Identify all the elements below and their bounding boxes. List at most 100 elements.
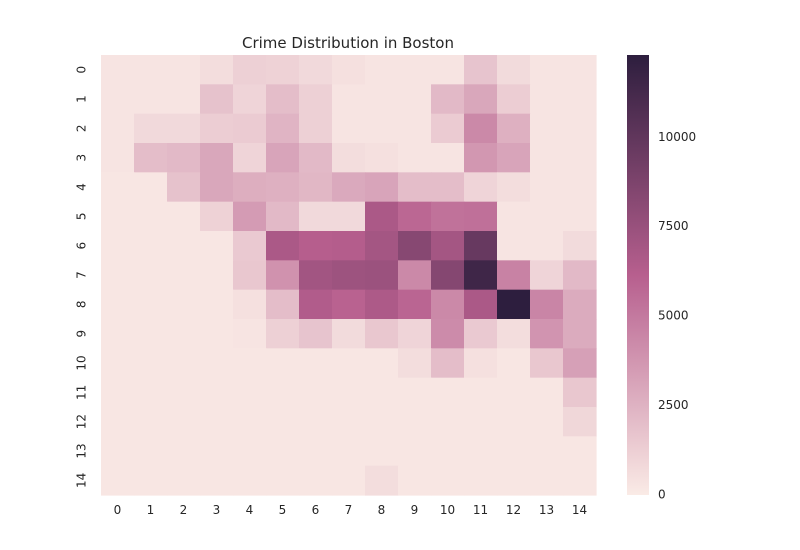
- heatmap-cell-r1-c9: [398, 84, 432, 115]
- heatmap-cell-r3-c13: [530, 143, 564, 173]
- heatmap-cell-r2-c7: [332, 113, 366, 144]
- heatmap-cell-r3-c1: [134, 143, 168, 173]
- colorbar-tick-label: 5000: [658, 309, 689, 323]
- heatmap-cell-r4-c3: [200, 172, 234, 203]
- heatmap-cell-r9-c6: [299, 319, 333, 349]
- x-tick-label: 9: [411, 503, 419, 517]
- y-tick-label: 10: [75, 355, 89, 370]
- heatmap-cell-r6-c12: [497, 231, 531, 261]
- heatmap-cell-r2-c2: [167, 113, 201, 144]
- heatmap-cell-r1-c2: [167, 84, 201, 115]
- heatmap-cell-r11-c12: [497, 377, 531, 408]
- heatmap-cell-r2-c6: [299, 113, 333, 144]
- heatmap-cell-r13-c11: [464, 436, 498, 467]
- colorbar: [627, 55, 649, 495]
- heatmap-cell-r11-c14: [563, 377, 597, 408]
- heatmap-cell-r3-c12: [497, 143, 531, 173]
- colorbar-tick-label: 7500: [658, 219, 689, 233]
- heatmap-cell-r12-c12: [497, 407, 531, 437]
- heatmap-cell-r13-c12: [497, 436, 531, 467]
- heatmap-cell-r2-c8: [365, 113, 399, 144]
- heatmap-cell-r6-c4: [233, 231, 267, 261]
- heatmap-cell-r0-c6: [299, 55, 333, 85]
- heatmap-cell-r6-c2: [167, 231, 201, 261]
- x-tick-label: 6: [312, 503, 320, 517]
- heatmap-cell-r3-c4: [233, 143, 267, 173]
- heatmap-cell-r11-c8: [365, 377, 399, 408]
- heatmap-cell-r13-c4: [233, 436, 267, 467]
- heatmap-cell-r8-c9: [398, 289, 432, 320]
- heatmap-cell-r1-c11: [464, 84, 498, 115]
- x-tick-label: 11: [473, 503, 488, 517]
- heatmap-cell-r11-c5: [266, 377, 300, 408]
- chart-title: Crime Distribution in Boston: [242, 34, 454, 52]
- heatmap-cell-r4-c12: [497, 172, 531, 203]
- heatmap-cell-r5-c11: [464, 201, 498, 232]
- heatmap-cell-r7-c3: [200, 260, 234, 291]
- heatmap-cell-r2-c5: [266, 113, 300, 144]
- heatmap-cell-r9-c0: [101, 319, 135, 349]
- heatmap-cells: [101, 55, 597, 496]
- heatmap-cell-r4-c4: [233, 172, 267, 203]
- heatmap-cell-r1-c3: [200, 84, 234, 115]
- heatmap-cell-r5-c14: [563, 201, 597, 232]
- heatmap-cell-r9-c13: [530, 319, 564, 349]
- y-tick-label: 14: [75, 473, 89, 488]
- heatmap-cell-r6-c13: [530, 231, 564, 261]
- heatmap-cell-r0-c14: [563, 55, 597, 85]
- heatmap-cell-r1-c1: [134, 84, 168, 115]
- colorbar-tick-label: 10000: [658, 130, 696, 144]
- heatmap-cell-r6-c9: [398, 231, 432, 261]
- heatmap-cell-r3-c8: [365, 143, 399, 173]
- heatmap-cell-r11-c2: [167, 377, 201, 408]
- heatmap-cell-r12-c0: [101, 407, 135, 437]
- heatmap-cell-r14-c12: [497, 465, 531, 496]
- heatmap-cell-r12-c13: [530, 407, 564, 437]
- heatmap-cell-r7-c13: [530, 260, 564, 291]
- heatmap-cell-r10-c6: [299, 348, 333, 379]
- heatmap-cell-r9-c11: [464, 319, 498, 349]
- heatmap-cell-r7-c9: [398, 260, 432, 291]
- heatmap-cell-r14-c8: [365, 465, 399, 496]
- heatmap-cell-r8-c8: [365, 289, 399, 320]
- heatmap-cell-r10-c3: [200, 348, 234, 379]
- heatmap-cell-r11-c6: [299, 377, 333, 408]
- heatmap-cell-r13-c9: [398, 436, 432, 467]
- heatmap-cell-r8-c4: [233, 289, 267, 320]
- heatmap-cell-r2-c11: [464, 113, 498, 144]
- heatmap-cell-r3-c6: [299, 143, 333, 173]
- heatmap-cell-r10-c12: [497, 348, 531, 379]
- y-tick-label: 2: [75, 125, 89, 133]
- heatmap-cell-r10-c0: [101, 348, 135, 379]
- heatmap-cell-r13-c7: [332, 436, 366, 467]
- heatmap-cell-r0-c13: [530, 55, 564, 85]
- heatmap-cell-r7-c0: [101, 260, 135, 291]
- y-tick-label: 6: [75, 242, 89, 250]
- heatmap-cell-r8-c13: [530, 289, 564, 320]
- heatmap-cell-r6-c7: [332, 231, 366, 261]
- y-tick-label: 3: [75, 154, 89, 162]
- heatmap-cell-r10-c5: [266, 348, 300, 379]
- heatmap-cell-r14-c3: [200, 465, 234, 496]
- heatmap-cell-r6-c14: [563, 231, 597, 261]
- heatmap-cell-r4-c0: [101, 172, 135, 203]
- heatmap-cell-r14-c11: [464, 465, 498, 496]
- heatmap-cell-r9-c3: [200, 319, 234, 349]
- heatmap-cell-r14-c13: [530, 465, 564, 496]
- heatmap-cell-r13-c13: [530, 436, 564, 467]
- heatmap-cell-r1-c4: [233, 84, 267, 115]
- heatmap-cell-r1-c10: [431, 84, 465, 115]
- heatmap-cell-r8-c14: [563, 289, 597, 320]
- heatmap-cell-r7-c5: [266, 260, 300, 291]
- heatmap-cell-r0-c0: [101, 55, 135, 85]
- x-tick-label: 1: [147, 503, 155, 517]
- colorbar-tick-label: 2500: [658, 398, 689, 412]
- heatmap-cell-r8-c11: [464, 289, 498, 320]
- heatmap-cell-r0-c1: [134, 55, 168, 85]
- heatmap-cell-r14-c1: [134, 465, 168, 496]
- heatmap-cell-r4-c8: [365, 172, 399, 203]
- heatmap-cell-r8-c0: [101, 289, 135, 320]
- heatmap-cell-r8-c6: [299, 289, 333, 320]
- heatmap-cell-r13-c6: [299, 436, 333, 467]
- heatmap-cell-r11-c10: [431, 377, 465, 408]
